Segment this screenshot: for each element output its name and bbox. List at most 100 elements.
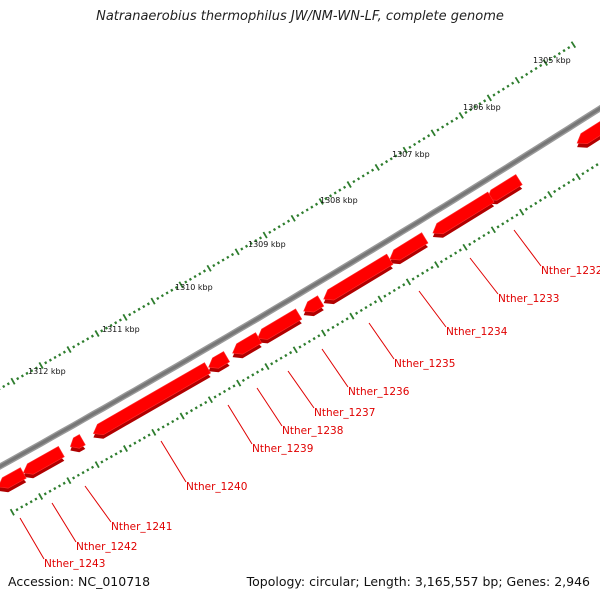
minor-tick xyxy=(232,384,236,388)
minor-tick xyxy=(548,58,552,62)
minor-tick xyxy=(571,178,576,182)
label-leader-line xyxy=(19,517,45,560)
major-tick xyxy=(123,445,128,453)
minor-tick xyxy=(137,307,141,311)
minor-tick xyxy=(20,374,24,378)
minor-tick xyxy=(156,296,160,301)
minor-tick xyxy=(34,366,38,370)
minor-tick xyxy=(361,174,365,178)
minor-tick xyxy=(567,46,571,50)
minor-tick xyxy=(455,116,459,120)
minor-tick xyxy=(86,337,90,341)
minor-tick xyxy=(314,202,319,206)
minor-tick xyxy=(43,492,47,496)
minor-tick xyxy=(218,392,222,396)
minor-tick xyxy=(100,329,104,333)
gene-label: Nther_1232 xyxy=(541,265,600,277)
minor-tick xyxy=(86,468,90,472)
minor-tick xyxy=(296,213,300,218)
minor-tick xyxy=(244,244,249,248)
minor-tick xyxy=(539,63,543,68)
minor-tick xyxy=(202,269,207,273)
minor-tick xyxy=(553,55,557,59)
minor-tick xyxy=(34,497,38,501)
gene-track xyxy=(0,121,600,493)
gene-arrow-body xyxy=(303,295,325,313)
minor-tick xyxy=(487,231,491,235)
minor-tick xyxy=(581,172,585,176)
gene-arrow-body xyxy=(70,434,86,449)
minor-tick xyxy=(213,395,217,399)
major-tick xyxy=(519,208,525,216)
major-tick xyxy=(318,198,324,205)
minor-tick xyxy=(328,194,333,198)
label-leader-line xyxy=(227,404,253,445)
minor-tick xyxy=(279,356,283,360)
gene-arrow-body xyxy=(208,351,231,369)
gene-label: Nther_1236 xyxy=(348,386,410,398)
minor-tick xyxy=(114,321,118,325)
minor-tick xyxy=(20,505,24,509)
minor-tick xyxy=(450,119,454,123)
minor-tick xyxy=(48,489,52,493)
minor-tick xyxy=(524,207,528,211)
minor-tick xyxy=(567,181,571,185)
major-tick xyxy=(262,231,268,239)
minor-tick xyxy=(492,93,496,97)
gene-arrow-body xyxy=(92,362,212,436)
minor-tick xyxy=(268,230,272,234)
minor-tick xyxy=(538,198,543,202)
major-tick xyxy=(234,248,240,256)
minor-tick xyxy=(272,227,277,232)
minor-tick xyxy=(282,222,286,226)
minor-tick xyxy=(146,302,150,306)
minor-tick xyxy=(212,263,216,268)
minor-tick xyxy=(473,105,477,109)
minor-tick xyxy=(76,342,80,346)
major-tick xyxy=(346,181,352,188)
major-tick xyxy=(66,477,72,485)
minor-tick xyxy=(147,433,151,437)
gene-label: Nther_1243 xyxy=(44,558,105,570)
minor-tick xyxy=(133,441,137,445)
gene-label: Nther_1235 xyxy=(394,358,455,370)
gene-arrow-body xyxy=(0,467,27,489)
major-tick xyxy=(486,94,492,102)
major-tick xyxy=(542,59,548,66)
major-tick xyxy=(150,297,156,305)
gene-arrow xyxy=(208,351,231,373)
minor-tick xyxy=(230,252,235,257)
minor-tick xyxy=(562,49,566,53)
minor-tick xyxy=(270,362,274,366)
gene-arrow-body xyxy=(432,191,495,235)
minor-tick xyxy=(333,191,337,195)
minor-tick xyxy=(277,225,281,229)
minor-tick xyxy=(336,322,340,327)
kbp-label: 1305 kbp xyxy=(533,56,571,65)
minor-tick xyxy=(380,162,384,167)
minor-tick xyxy=(53,486,57,491)
label-leader-line xyxy=(51,502,77,543)
major-tick xyxy=(547,191,553,198)
minor-tick xyxy=(221,258,225,262)
kbp-labels: 1305 kbp 1306 kbp 1307 kbp 1308 kbp 1309… xyxy=(28,56,571,376)
label-leader-line xyxy=(469,257,499,295)
minor-tick xyxy=(62,481,66,485)
major-tick xyxy=(206,264,212,272)
minor-tick xyxy=(114,452,118,456)
minor-tick xyxy=(413,142,417,146)
minor-tick xyxy=(411,277,415,281)
label-leader-line xyxy=(160,440,187,483)
minor-tick xyxy=(188,277,192,281)
gene-arrow xyxy=(432,191,495,238)
minor-tick xyxy=(161,425,165,429)
gene-labels: Nther_1232 Nther_1233 Nther_1234 Nther_1… xyxy=(44,265,600,570)
gene-label: Nther_1242 xyxy=(76,541,137,553)
minor-tick xyxy=(345,317,349,321)
gene-arrow xyxy=(0,467,27,493)
minor-tick xyxy=(441,125,445,129)
minor-tick xyxy=(399,151,403,155)
minor-tick xyxy=(417,139,421,144)
major-tick xyxy=(402,146,408,154)
